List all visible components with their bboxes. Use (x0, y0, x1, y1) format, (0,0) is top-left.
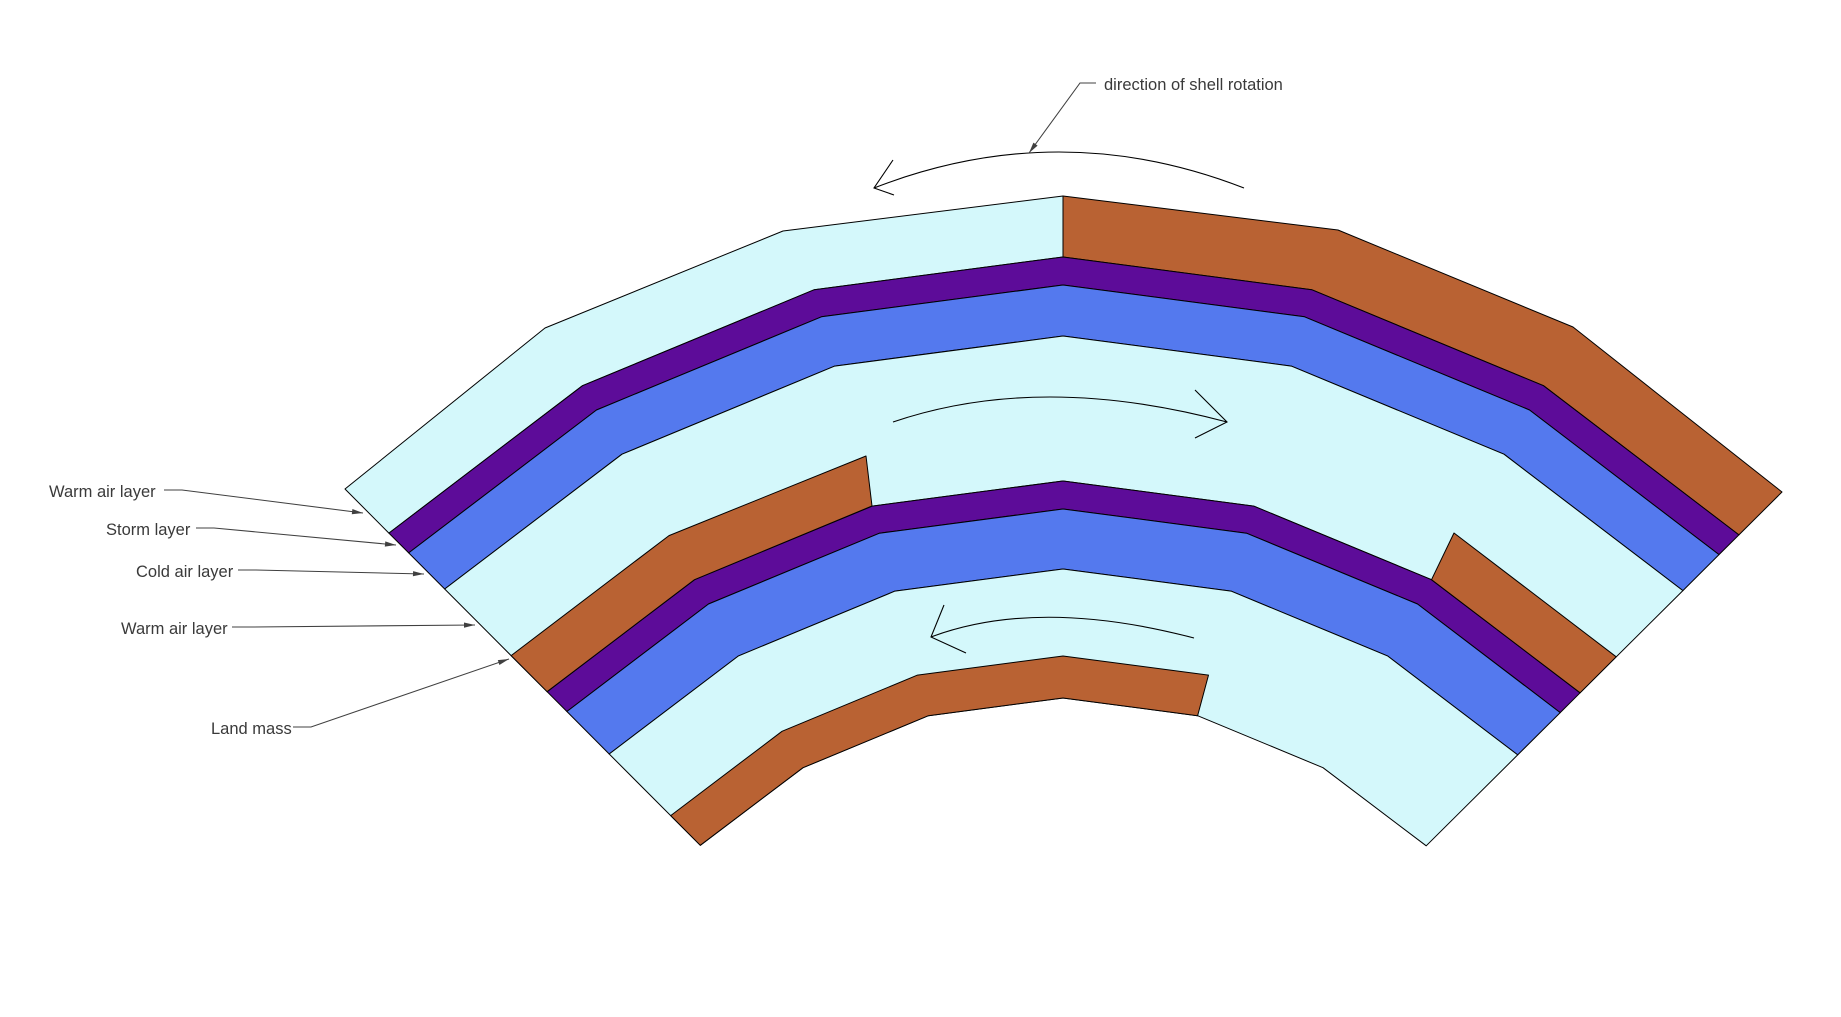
svg-text:Warm air layer: Warm air layer (49, 483, 156, 501)
svg-text:Warm air layer: Warm air layer (121, 620, 228, 638)
svg-text:direction of shell rotation: direction of shell rotation (1104, 76, 1283, 94)
svg-text:Cold air layer: Cold air layer (136, 563, 234, 581)
svg-text:Land mass: Land mass (211, 720, 292, 738)
svg-text:Storm layer: Storm layer (106, 521, 191, 539)
